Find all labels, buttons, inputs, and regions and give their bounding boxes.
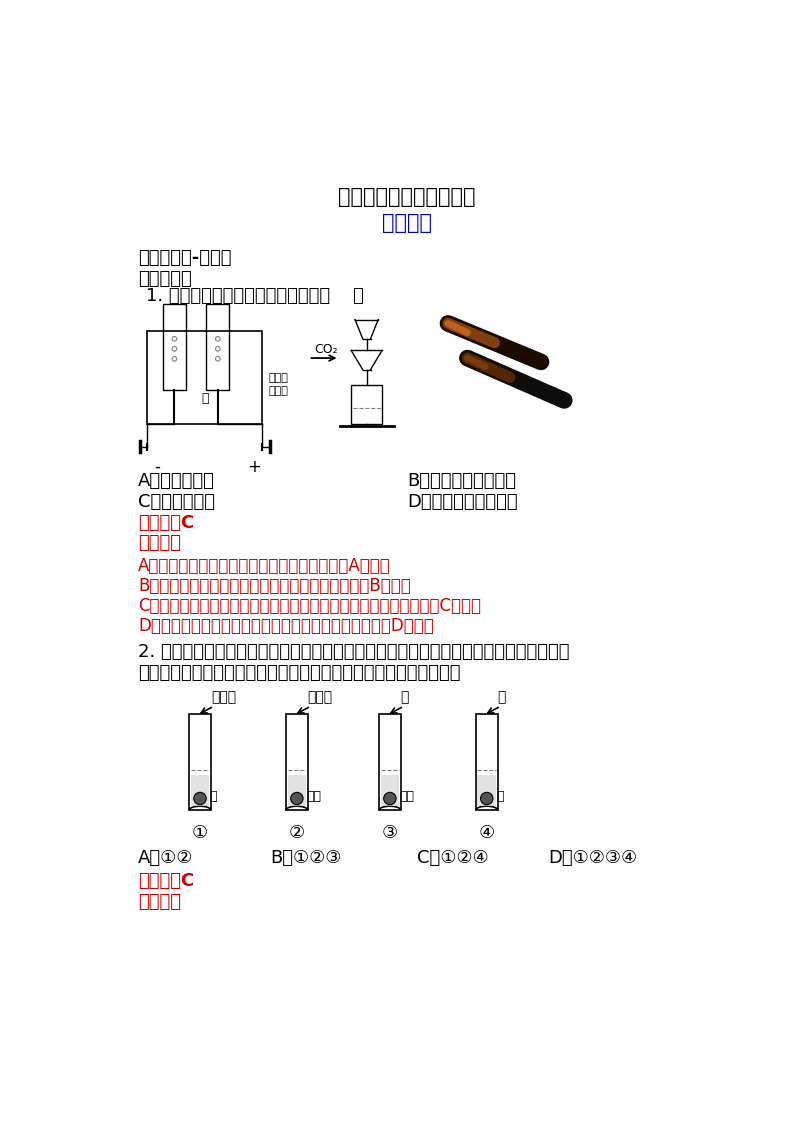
Text: 1. 下列过程中只发生物理变化的是（    ）: 1. 下列过程中只发生物理变化的是（ ）	[146, 287, 364, 305]
Bar	[148, 331, 262, 423]
Bar	[163, 304, 186, 391]
Text: CO₂: CO₂	[314, 343, 338, 356]
Text: 浙教版九年级上册第三节: 浙教版九年级上册第三节	[338, 188, 476, 207]
Circle shape	[291, 793, 303, 805]
Bar	[189, 714, 211, 810]
Text: 铁: 铁	[210, 789, 217, 803]
Text: 紫色石: 紫色石	[268, 374, 288, 383]
Text: -: -	[155, 458, 160, 476]
Text: 常见的酸: 常见的酸	[382, 213, 432, 234]
Bar	[379, 714, 401, 810]
Text: 水: 水	[201, 392, 208, 404]
Text: C、过滤时固体和液体的分离，没有新物质生成，属于物理变化，故C正确。: C、过滤时固体和液体的分离，没有新物质生成，属于物理变化，故C正确。	[138, 596, 481, 614]
Text: 蕊试液: 蕊试液	[268, 386, 288, 395]
Text: 一、选择题: 一、选择题	[138, 270, 191, 287]
Bar	[351, 385, 382, 423]
Text: ②: ②	[289, 824, 305, 842]
Text: 铁锈: 铁锈	[306, 789, 322, 803]
Text: 【解析】: 【解析】	[138, 893, 181, 911]
Text: ①: ①	[192, 824, 208, 842]
Bar	[191, 775, 210, 806]
Text: B、二氧化碳和水反应生成碳酸，属于化学变化，故B错误。: B、二氧化碳和水反应生成碳酸，属于化学变化，故B错误。	[138, 577, 410, 595]
Text: B．验证二氧化碳性质: B．验证二氧化碳性质	[407, 472, 516, 490]
Text: 与铁反应生成的，为了验证猜想，他应选择以下哪几个实验进行验证: 与铁反应生成的，为了验证猜想，他应选择以下哪几个实验进行验证	[138, 664, 461, 682]
Text: D、木条遇浓硫酸变黑生成碳等物质，属于化学变化，故D错误。: D、木条遇浓硫酸变黑生成碳等物质，属于化学变化，故D错误。	[138, 617, 434, 634]
Text: A．电解水实验: A．电解水实验	[138, 472, 215, 490]
Bar	[380, 775, 399, 806]
Bar	[287, 775, 306, 806]
Text: 稀硫酸: 稀硫酸	[308, 691, 333, 705]
Circle shape	[384, 793, 396, 805]
Text: 水: 水	[401, 691, 409, 705]
Text: 【答案】C: 【答案】C	[138, 514, 195, 532]
Text: A、水电解生成氢气和氧气，属于化学变化，故A错误。: A、水电解生成氢气和氧气，属于化学变化，故A错误。	[138, 557, 391, 575]
Text: B．①②③: B．①②③	[270, 849, 341, 867]
Text: 【解析】: 【解析】	[138, 533, 181, 551]
Text: +: +	[247, 458, 261, 476]
Text: 【同步练习-解析】: 【同步练习-解析】	[138, 248, 232, 267]
Text: D．①②③④: D．①②③④	[549, 849, 638, 867]
Text: ③: ③	[382, 824, 398, 842]
Bar	[286, 714, 308, 810]
Text: A．①②: A．①②	[138, 849, 194, 867]
Text: 【答案】C: 【答案】C	[138, 871, 195, 889]
Text: ④: ④	[479, 824, 495, 842]
Bar	[477, 775, 496, 806]
Circle shape	[194, 793, 206, 805]
Circle shape	[480, 793, 493, 805]
Text: C．过滤泥浆水: C．过滤泥浆水	[138, 493, 215, 511]
Text: C．①②④: C．①②④	[417, 849, 488, 867]
Bar	[206, 304, 229, 391]
Text: 2. 在稀硫酸除铁锈的实验中，发现生锈的铁钉表面有一些气泡产生。小明猜想气泡是硫酸: 2. 在稀硫酸除铁锈的实验中，发现生锈的铁钉表面有一些气泡产生。小明猜想气泡是硫…	[138, 643, 569, 661]
Bar	[476, 714, 498, 810]
Text: 水: 水	[498, 691, 506, 705]
Text: D．木条遇浓硫酸变黑: D．木条遇浓硫酸变黑	[407, 493, 518, 511]
Text: 铁: 铁	[496, 789, 503, 803]
Text: 铁锈: 铁锈	[399, 789, 414, 803]
Text: 稀盐酸: 稀盐酸	[211, 691, 236, 705]
